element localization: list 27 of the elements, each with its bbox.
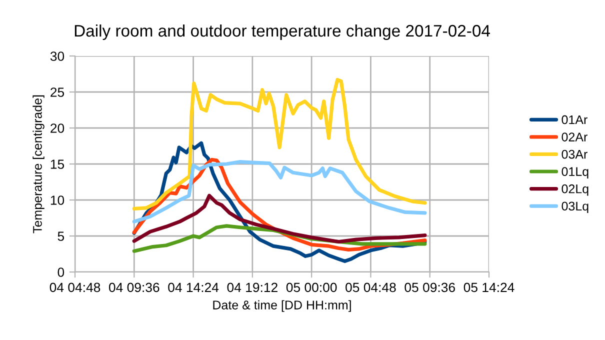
y-tick-label: 10 [50, 196, 64, 205]
y-tick-label: 20 [50, 124, 64, 133]
line-series [132, 160, 427, 224]
x-tick-label: 04 09:36 [108, 282, 160, 292]
legend-label: 03Ar [562, 150, 588, 159]
legend-label: 01Ar [562, 115, 588, 124]
x-axis-title: Date & time [DD HH:mm] [213, 300, 351, 312]
x-tick-label: 04 19:12 [227, 282, 278, 292]
line-series [132, 194, 427, 244]
legend-label: 03Lq [562, 202, 588, 214]
x-tick-label: 05 00:00 [286, 282, 337, 292]
y-tick-label: 5 [58, 232, 64, 241]
line-series [132, 78, 427, 210]
y-tick-label: 25 [50, 88, 64, 97]
chart-title: Daily room and outdoor temperature change 2017-02-04 [74, 24, 490, 40]
legend-label: 01Lq [562, 167, 588, 178]
y-axis-title: Temperature [centigrade] [32, 95, 44, 234]
legend-label: 02Ar [562, 132, 588, 142]
legend-label: 02Lq [562, 184, 588, 196]
y-tick-label: 30 [50, 52, 64, 61]
x-tick-label: 04 04:48 [50, 282, 100, 292]
y-tick-label: 15 [50, 160, 64, 169]
x-tick-label: 05 14:24 [464, 282, 514, 292]
x-tick-label: 05 04:48 [346, 282, 396, 292]
y-tick-label: 0 [58, 268, 64, 277]
x-tick-label: 04 14:24 [168, 282, 219, 292]
x-tick-label: 05 09:36 [404, 282, 455, 292]
